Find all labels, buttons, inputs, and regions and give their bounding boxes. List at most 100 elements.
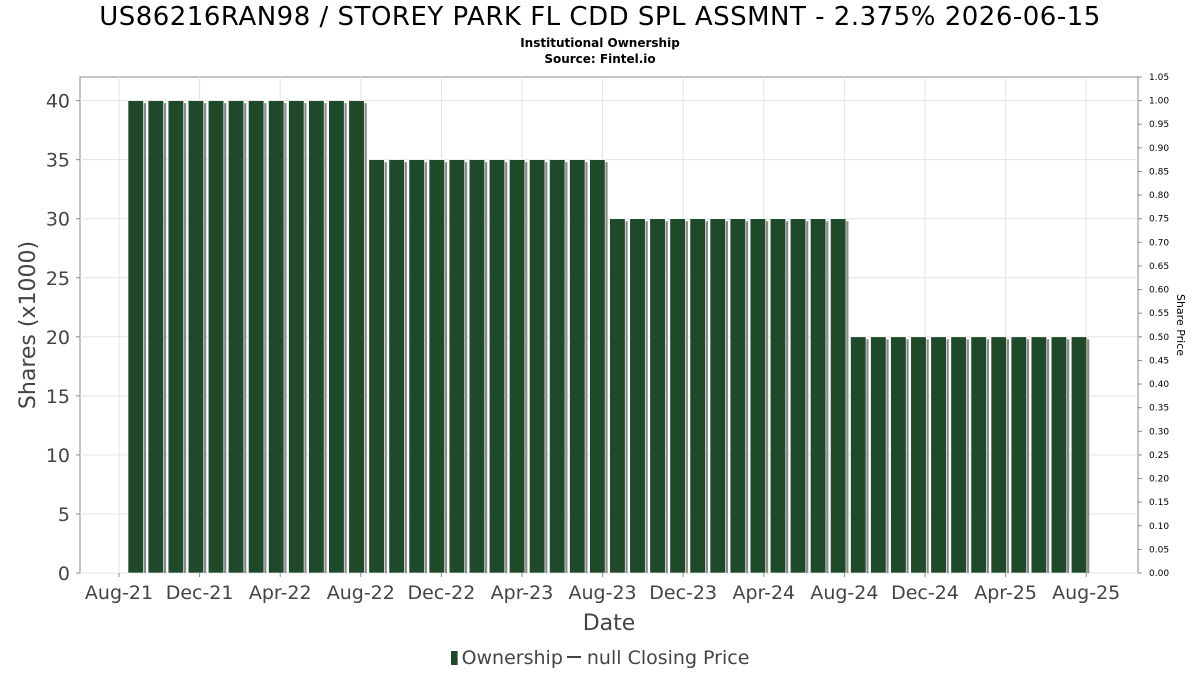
bar (488, 159, 506, 574)
bar (970, 336, 987, 574)
bar (589, 159, 606, 574)
bar (810, 218, 827, 574)
bar (408, 159, 425, 574)
x-tick-label: Aug-23 (569, 582, 637, 604)
bar (689, 218, 706, 574)
bar (368, 159, 385, 574)
y2-tick-label: 0.55 (1149, 309, 1169, 319)
chart-subtitle: Institutional Ownership (520, 36, 680, 50)
bar (388, 159, 405, 574)
y-tick-label: 30 (46, 209, 70, 231)
y2-tick-label: 0.05 (1149, 545, 1169, 555)
bar (328, 100, 345, 574)
y-tick-label: 25 (46, 268, 70, 290)
y2-tick-label: 1.00 (1149, 97, 1169, 107)
x-tick-label: Aug-25 (1052, 582, 1120, 604)
y-tick-label: 0 (58, 563, 70, 585)
y2-tick-label: 0.75 (1149, 215, 1169, 225)
y2-tick-label: 0.65 (1149, 262, 1169, 272)
x-tick-label: Apr-23 (491, 582, 554, 604)
y-tick-label: 20 (46, 327, 70, 349)
bar (609, 218, 626, 574)
bar (187, 100, 205, 574)
y2-tick-label: 0.15 (1149, 498, 1169, 508)
bar (549, 159, 566, 574)
x-tick-label: Dec-22 (407, 582, 475, 604)
bar (468, 159, 485, 574)
bar (167, 100, 184, 574)
bar (1010, 336, 1027, 574)
legend-item-closing-price: null Closing Price (586, 647, 750, 669)
bar (348, 100, 365, 574)
y2-tick-label: 0.90 (1149, 144, 1169, 154)
bar (729, 218, 746, 574)
bar (268, 100, 285, 574)
y2-axis-label: Share Price (1174, 294, 1187, 356)
bar (990, 336, 1007, 574)
bar (629, 218, 646, 574)
bar (529, 159, 546, 574)
bar (288, 100, 305, 574)
y2-tick-label: 0.80 (1149, 191, 1169, 201)
bar (890, 336, 907, 574)
y-tick-label: 5 (58, 504, 70, 526)
bar (127, 100, 144, 574)
bar (649, 218, 666, 574)
chart-source: Source: Fintel.io (544, 52, 656, 66)
y2-tick-label: 0.20 (1149, 475, 1169, 485)
bar (428, 159, 445, 574)
x-tick-label: Apr-24 (732, 582, 795, 604)
y-tick-label: 10 (46, 445, 70, 467)
y2-tick-label: 0.60 (1149, 286, 1169, 296)
y2-tick-label: 0.00 (1149, 569, 1169, 579)
legend-item-ownership: Ownership (461, 647, 563, 669)
bar (769, 218, 787, 574)
y-axis-label: Shares (x1000) (16, 241, 41, 409)
bar (870, 336, 887, 574)
y2-tick-label: 1.05 (1149, 73, 1169, 83)
bar (248, 100, 265, 574)
bar (147, 100, 164, 574)
bar (1070, 336, 1088, 574)
y2-tick-label: 0.40 (1149, 380, 1169, 390)
bar (910, 336, 927, 574)
y2-tick-label: 0.45 (1149, 356, 1169, 366)
bar (1030, 336, 1047, 574)
bar (930, 336, 947, 574)
y-tick-label: 40 (46, 91, 70, 113)
y-tick-label: 15 (46, 386, 70, 408)
x-tick-label: Aug-24 (810, 582, 878, 604)
bar-layer (127, 100, 1090, 574)
x-tick-label: Apr-22 (249, 582, 312, 604)
y2-tick-label: 0.25 (1149, 451, 1169, 461)
y-tick-label: 35 (46, 150, 70, 172)
bar (749, 218, 766, 574)
x-tick-label: Dec-23 (649, 582, 717, 604)
x-axis-label: Date (583, 611, 636, 636)
x-tick-label: Aug-21 (85, 582, 153, 604)
x-tick-label: Apr-25 (974, 582, 1037, 604)
bar (669, 218, 686, 574)
bar (850, 336, 867, 574)
legend-swatch-ownership (450, 651, 458, 665)
axis-layer: 0 5 10 15 20 25 30 35 40 0.00 0.05 0.10 0.15 0.20 0.25… (46, 73, 1170, 604)
bar (950, 336, 967, 574)
bar (1050, 336, 1068, 574)
bar (569, 159, 586, 574)
x-tick-label: Dec-24 (891, 582, 959, 604)
bar (830, 218, 847, 574)
bar (448, 159, 465, 574)
bar (709, 218, 726, 574)
y2-tick-label: 0.50 (1149, 333, 1169, 343)
y2-tick-label: 0.30 (1149, 427, 1169, 437)
bar (308, 100, 325, 574)
y2-tick-label: 0.70 (1149, 238, 1169, 248)
y2-tick-label: 0.85 (1149, 167, 1169, 177)
x-tick-label: Aug-22 (327, 582, 395, 604)
y2-tick-label: 0.95 (1149, 120, 1169, 130)
y2-tick-label: 0.35 (1149, 404, 1169, 414)
y2-tick-label: 0.10 (1149, 522, 1169, 532)
x-tick-label: Dec-21 (166, 582, 234, 604)
bar (509, 159, 526, 574)
